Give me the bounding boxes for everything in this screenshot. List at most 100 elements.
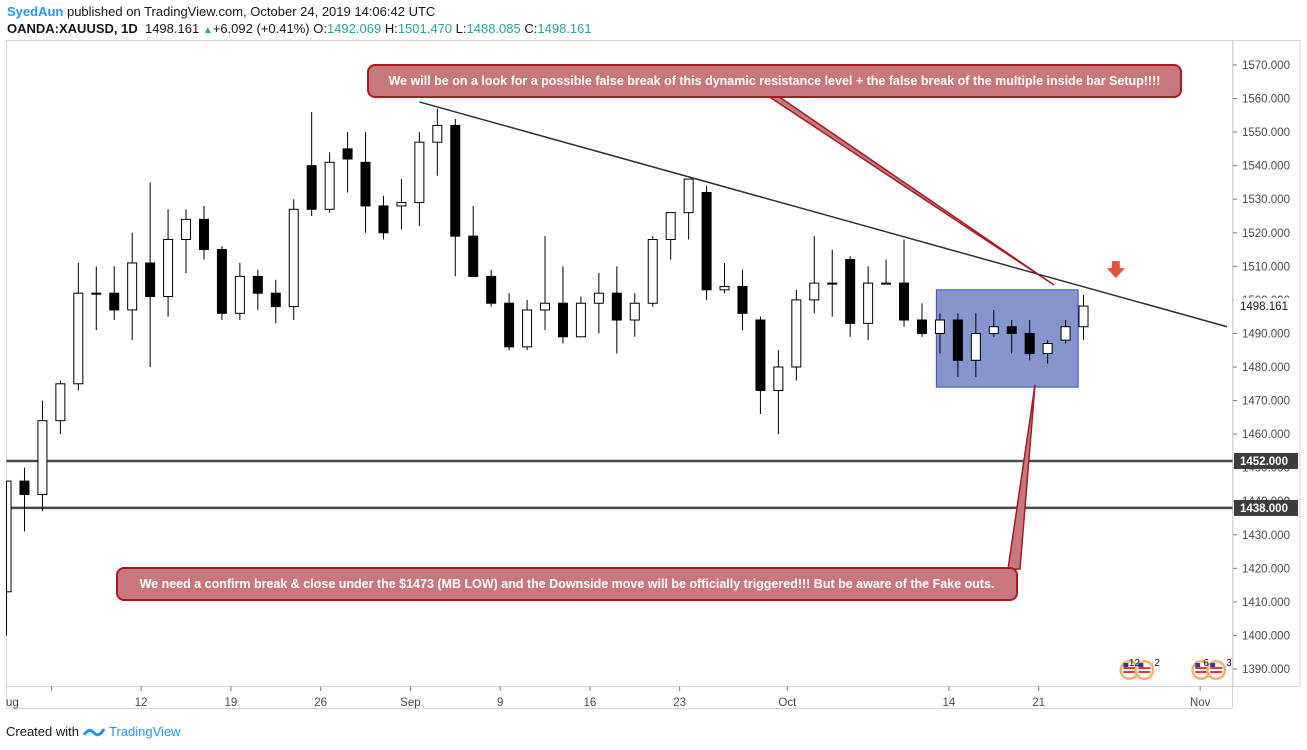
price-axis[interactable] xyxy=(1232,40,1301,687)
flag-stripe xyxy=(1123,667,1136,669)
y-tick-label: 1430.000 xyxy=(1242,530,1290,542)
candle-body-up xyxy=(73,292,84,385)
top-note-pointer xyxy=(765,95,1055,286)
candle-body-down xyxy=(755,319,766,391)
candle-body-up xyxy=(324,161,335,210)
candle-body-up xyxy=(647,238,658,304)
candle xyxy=(145,182,156,367)
candle xyxy=(1078,294,1089,340)
high-value: 1501.470 xyxy=(397,21,453,36)
flag-canton xyxy=(1195,663,1201,667)
event-count: 12 xyxy=(1129,658,1141,669)
candle-body-down xyxy=(899,282,910,321)
candle xyxy=(683,178,694,240)
y-tick-label: 1570.000 xyxy=(1242,60,1290,72)
y-tick-label: 1520.000 xyxy=(1242,228,1290,240)
level-price-text: 1452.000 xyxy=(1240,456,1288,468)
candle xyxy=(899,239,910,327)
x-tick-label: Oct xyxy=(778,697,797,709)
y-tick-label: 1460.000 xyxy=(1242,429,1290,441)
candle-body-up xyxy=(432,124,443,143)
y-tick-label: 1420.000 xyxy=(1242,563,1290,575)
candle-body-up xyxy=(37,420,48,496)
economic-event-marker[interactable]: 12 2 xyxy=(1119,658,1160,680)
last-price-text: 1498.161 xyxy=(1240,301,1288,313)
x-tick-label: ug xyxy=(6,697,19,709)
event-count: 6 xyxy=(1203,658,1209,669)
candle xyxy=(611,266,622,354)
candle-body-up xyxy=(414,141,425,204)
candle-body-up xyxy=(1042,343,1053,355)
y-tick-label: 1470.000 xyxy=(1242,396,1290,408)
candle xyxy=(306,111,317,216)
candle-body-down xyxy=(378,205,389,234)
candle-body-up xyxy=(234,275,245,314)
created-with-text: Created with xyxy=(6,724,79,739)
candle xyxy=(773,350,784,435)
candle xyxy=(1006,320,1017,354)
candle-body-up xyxy=(719,285,730,291)
flag-canton xyxy=(1210,663,1216,667)
candle-body-down xyxy=(145,262,156,298)
level-price-text: 1438.000 xyxy=(1240,503,1288,515)
candle xyxy=(737,269,748,331)
candle-body-up xyxy=(988,326,999,334)
candle xyxy=(575,296,586,338)
candle-body-down xyxy=(701,192,712,291)
close-value: 1498.161 xyxy=(537,21,592,36)
candle xyxy=(1024,320,1035,361)
x-tick-label: Sep xyxy=(400,697,420,709)
bottom-annotation[interactable]: We need a confirm break & close under th… xyxy=(116,567,1018,601)
author-name[interactable]: SyedAun xyxy=(7,4,64,19)
candle xyxy=(1042,340,1053,364)
candle xyxy=(181,209,192,274)
candle xyxy=(665,212,676,260)
y-tick-label: 1510.000 xyxy=(1242,261,1290,273)
candle xyxy=(414,132,425,227)
tradingview-brand[interactable]: TradingView xyxy=(108,724,181,739)
down-arrow-icon[interactable] xyxy=(1106,261,1125,279)
up-triangle-icon: ▲ xyxy=(202,25,213,36)
candle-body-down xyxy=(1006,326,1017,334)
candle-body-down xyxy=(845,259,856,324)
y-tick-label: 1410.000 xyxy=(1242,597,1290,609)
x-tick-label: 26 xyxy=(314,697,327,709)
y-tick-label: 1390.000 xyxy=(1242,664,1290,676)
low-label: L: xyxy=(455,21,467,36)
flag-stripe xyxy=(1123,671,1136,673)
candle-body-down xyxy=(450,124,461,237)
tradingview-logo-icon xyxy=(82,727,105,736)
candle xyxy=(288,199,299,321)
resistance-trendline[interactable] xyxy=(419,101,1228,328)
candle-body-up xyxy=(575,302,586,338)
candle-body-up xyxy=(396,202,407,207)
candle xyxy=(827,249,838,317)
candle-body-up xyxy=(665,212,676,240)
flag-canton xyxy=(1123,663,1129,667)
candle-body-up xyxy=(827,282,838,285)
candle xyxy=(342,132,353,193)
flag-stripe xyxy=(1210,671,1223,673)
y-tick-label: 1530.000 xyxy=(1242,194,1290,206)
candle-body-down xyxy=(270,292,281,308)
candle xyxy=(970,313,981,378)
candle xyxy=(719,262,730,294)
candle-body-up xyxy=(809,282,820,301)
candle xyxy=(1060,320,1071,344)
bottom-annotation-text: We need a confirm break & close under th… xyxy=(139,577,995,591)
candle xyxy=(881,259,892,285)
top-annotation[interactable]: We will be on a look for a possible fals… xyxy=(367,64,1182,98)
open-value: 1492.069 xyxy=(326,21,382,36)
x-tick-label: 21 xyxy=(1032,697,1045,709)
x-tick-label: 19 xyxy=(225,697,238,709)
candle-body-down xyxy=(737,285,748,314)
flag-stripe xyxy=(1138,671,1151,673)
time-axis[interactable] xyxy=(6,686,1233,709)
candle-body-up xyxy=(773,366,784,391)
open-label: O: xyxy=(313,21,327,36)
close-label: C: xyxy=(524,21,538,36)
candle-body-up xyxy=(91,292,102,295)
candle xyxy=(127,232,138,341)
